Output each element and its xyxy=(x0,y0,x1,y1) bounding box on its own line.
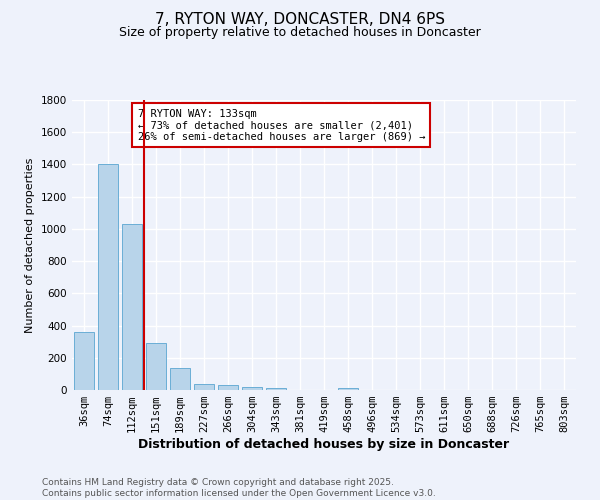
X-axis label: Distribution of detached houses by size in Doncaster: Distribution of detached houses by size … xyxy=(139,438,509,451)
Bar xyxy=(194,384,214,390)
Bar xyxy=(170,368,190,390)
Bar xyxy=(146,344,166,390)
Y-axis label: Number of detached properties: Number of detached properties xyxy=(25,158,35,332)
Text: 7, RYTON WAY, DONCASTER, DN4 6PS: 7, RYTON WAY, DONCASTER, DN4 6PS xyxy=(155,12,445,28)
Bar xyxy=(98,164,118,390)
Text: Contains HM Land Registry data © Crown copyright and database right 2025.
Contai: Contains HM Land Registry data © Crown c… xyxy=(42,478,436,498)
Bar xyxy=(242,387,262,390)
Text: Size of property relative to detached houses in Doncaster: Size of property relative to detached ho… xyxy=(119,26,481,39)
Text: 7 RYTON WAY: 133sqm
← 73% of detached houses are smaller (2,401)
26% of semi-det: 7 RYTON WAY: 133sqm ← 73% of detached ho… xyxy=(137,108,425,142)
Bar xyxy=(218,385,238,390)
Bar xyxy=(338,388,358,390)
Bar xyxy=(74,332,94,390)
Bar xyxy=(122,224,142,390)
Bar xyxy=(266,388,286,390)
